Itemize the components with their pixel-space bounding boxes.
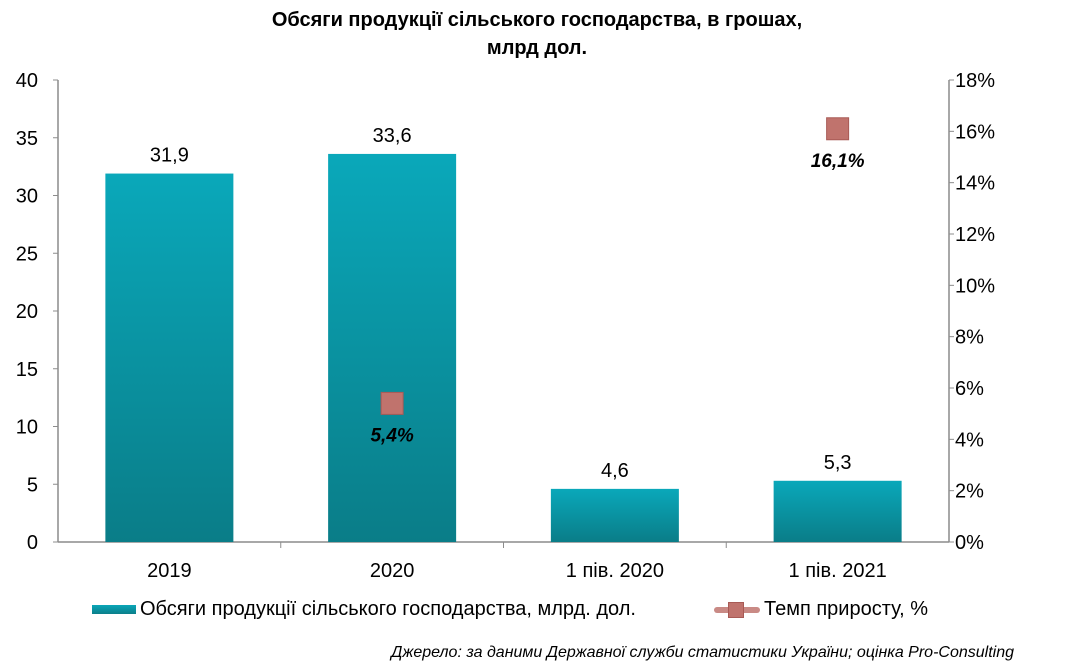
legend-item-line: Темп приросту, % [714, 598, 928, 621]
y-left-tick-label: 0 [27, 532, 38, 554]
bar [550, 488, 679, 542]
source-note: Джерело: за даними Державної служби стат… [391, 644, 1014, 661]
x-tick-label: 1 пів. 2021 [789, 560, 887, 582]
y-left-tick-label: 10 [16, 417, 38, 439]
y-right-tick-label: 12% [955, 224, 995, 246]
growth-data-label: 16,1% [811, 151, 865, 172]
legend-line-swatch [714, 600, 760, 620]
bar-data-label: 33,6 [373, 125, 412, 147]
x-tick-label: 2019 [147, 560, 192, 582]
bar [773, 480, 902, 542]
y-right-tick-label: 4% [955, 429, 984, 451]
legend-item-bar: Обсяги продукції сільського господарства… [92, 598, 636, 621]
y-right-tick-label: 2% [955, 481, 984, 503]
growth-data-label: 5,4% [370, 425, 413, 446]
y-right-tick-label: 14% [955, 173, 995, 195]
y-left-tick-label: 30 [16, 186, 38, 208]
bar [105, 173, 234, 542]
growth-marker [826, 117, 850, 141]
y-left-tick-label: 15 [16, 359, 38, 381]
growth-marker [380, 391, 404, 415]
chart-plot: 0 5 10 15 20 25 30 35 40 0% 2% 4% 6% 8% 10% 12% 14% 16% 18… [16, 70, 995, 582]
legend-bar-swatch [92, 605, 136, 614]
chart-title-line-2: млрд дол. [486, 37, 588, 59]
bar-data-label: 4,6 [601, 460, 629, 482]
bar [328, 153, 457, 543]
y-left-tick-label: 25 [16, 243, 38, 265]
y-left-tick-label: 20 [16, 301, 38, 323]
y-right-tick-label: 18% [955, 70, 995, 92]
legend-line-label: Темп приросту, % [764, 598, 929, 620]
bar-data-label: 5,3 [824, 452, 852, 474]
legend-bar-label: Обсяги продукції сільського господарства… [140, 598, 636, 620]
legend: Обсяги продукції сільського господарства… [0, 598, 1074, 628]
chart-title: Обсяги продукції сільського господарства… [0, 6, 1074, 62]
y-right-tick-label: 8% [955, 327, 984, 349]
y-right-tick-label: 6% [955, 378, 984, 400]
y-left-tick-label: 40 [16, 70, 38, 92]
x-tick-label: 1 пів. 2020 [566, 560, 664, 582]
bar-data-label: 31,9 [150, 145, 189, 167]
y-left-tick-label: 35 [16, 128, 38, 150]
y-right-tick-label: 10% [955, 275, 995, 297]
y-right-tick-label: 16% [955, 121, 995, 143]
y-right-tick-label: 0% [955, 532, 984, 554]
chart-title-line-1: Обсяги продукції сільського господарства… [271, 9, 803, 31]
y-left-tick-label: 5 [27, 474, 38, 496]
x-tick-label: 2020 [370, 560, 415, 582]
